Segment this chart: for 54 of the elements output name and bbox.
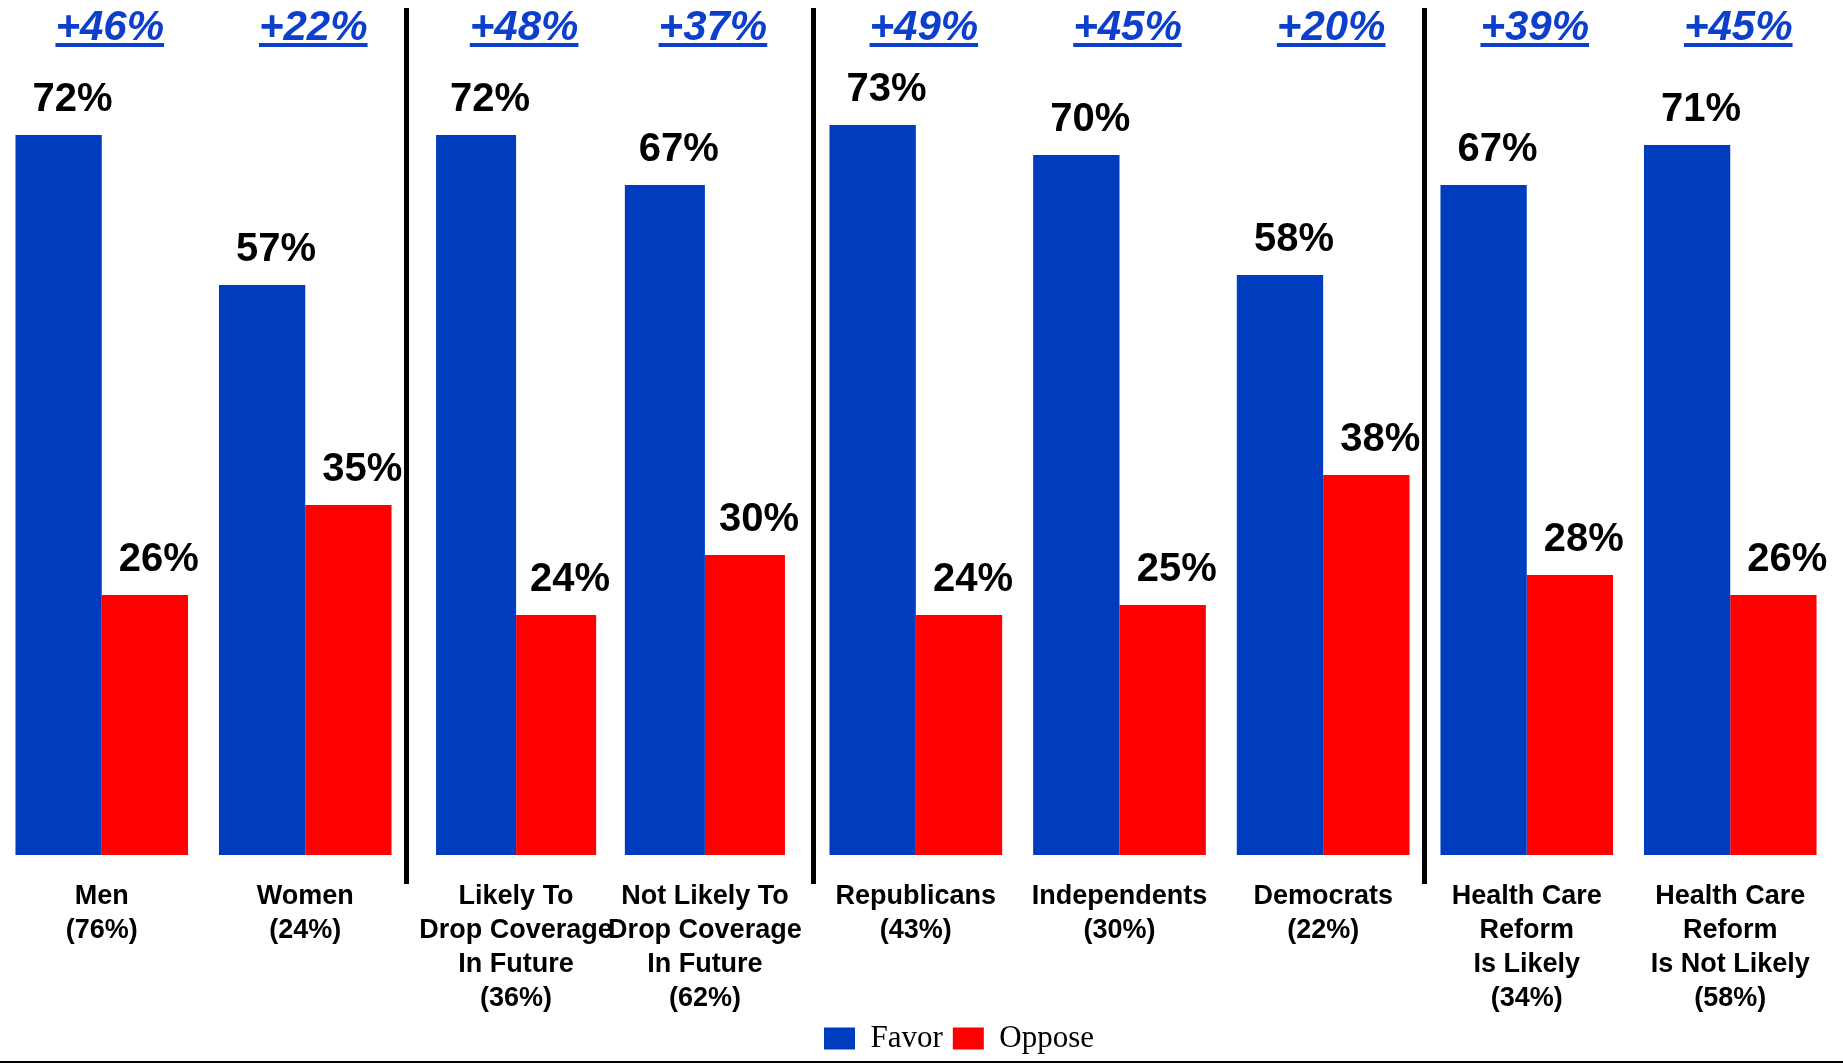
text: +37% bbox=[658, 2, 768, 49]
data-label: 72% bbox=[32, 75, 113, 119]
data-label: 58% bbox=[1253, 215, 1335, 259]
text: +45% bbox=[1073, 2, 1182, 49]
data-label: 71% bbox=[1661, 85, 1742, 129]
bar bbox=[15, 135, 102, 855]
x-tick-label: Men (76%) bbox=[65, 879, 138, 944]
x-tick-label: Health Care Reform Is Likely (34%) bbox=[1451, 879, 1602, 1013]
text: +20% bbox=[1276, 2, 1386, 49]
bar bbox=[1033, 155, 1120, 855]
bar bbox=[624, 185, 705, 855]
text: +46% bbox=[55, 2, 165, 49]
bar bbox=[1323, 475, 1410, 855]
data-label: 70% bbox=[1050, 95, 1131, 139]
data-label: 57% bbox=[236, 225, 317, 269]
bar bbox=[436, 135, 517, 855]
data-label: 24% bbox=[932, 555, 1014, 599]
data-label: 24% bbox=[530, 555, 611, 599]
bar bbox=[305, 505, 392, 855]
bar bbox=[1236, 275, 1324, 855]
data-label: 25% bbox=[1136, 545, 1217, 589]
data-label: 73% bbox=[846, 65, 927, 109]
bar bbox=[829, 125, 916, 855]
data-label: 30% bbox=[718, 495, 799, 539]
text: +22% bbox=[258, 2, 368, 49]
bar bbox=[915, 615, 1003, 855]
x-tick-label: Republicans (43%) bbox=[835, 879, 997, 944]
x-tick-label: Women (24%) bbox=[256, 879, 354, 944]
bar bbox=[1643, 145, 1731, 855]
bar bbox=[1730, 595, 1817, 855]
legend-label: Favor bbox=[870, 1018, 944, 1054]
data-label: 28% bbox=[1543, 515, 1624, 559]
data-label: 67% bbox=[1457, 125, 1538, 169]
text: +48% bbox=[469, 2, 579, 49]
data-label: 72% bbox=[450, 75, 531, 119]
bar bbox=[1440, 185, 1527, 855]
data-label: 67% bbox=[638, 125, 719, 169]
data-label: 26% bbox=[118, 535, 199, 579]
bar bbox=[1526, 575, 1614, 855]
bar bbox=[516, 615, 597, 855]
data-label: 38% bbox=[1340, 415, 1421, 459]
bar bbox=[101, 595, 189, 855]
data-label: 35% bbox=[322, 445, 403, 489]
x-tick-label: Independents (30%) bbox=[1031, 879, 1208, 944]
bar bbox=[1119, 605, 1206, 855]
text: +45% bbox=[1683, 2, 1793, 49]
bar bbox=[218, 285, 306, 855]
bar bbox=[704, 555, 785, 855]
legend-label: Oppose bbox=[999, 1018, 1095, 1054]
text: +49% bbox=[869, 2, 979, 49]
x-tick-label: Health Care Reform Is Not Likely (58%) bbox=[1650, 879, 1810, 1013]
text: +39% bbox=[1480, 2, 1590, 49]
x-tick-label: Democrats (22%) bbox=[1253, 879, 1393, 944]
data-label: 26% bbox=[1747, 535, 1828, 579]
